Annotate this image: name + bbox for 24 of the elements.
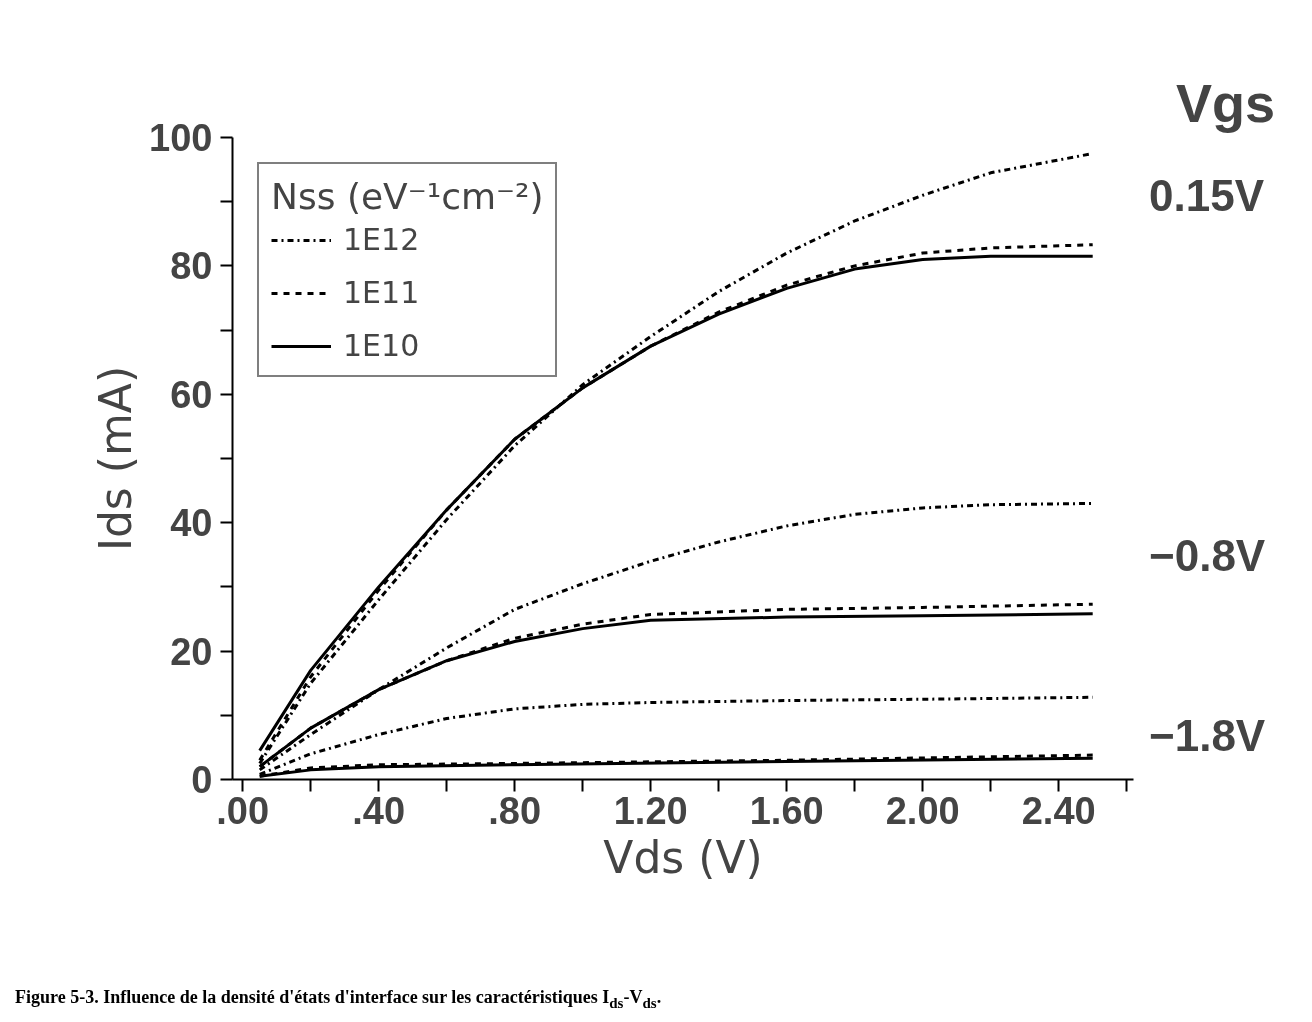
y-tick-label: 100 <box>149 117 213 159</box>
x-tick-label: 1.20 <box>613 789 688 832</box>
x-tick-label: 1.60 <box>749 789 824 832</box>
x-tick-label: 2.00 <box>885 789 960 832</box>
x-tick-label: .00 <box>216 789 270 832</box>
x-tick-label: .80 <box>488 789 542 832</box>
y-tick-label: 80 <box>170 245 213 288</box>
text: Vgs <box>1175 72 1276 133</box>
y-tick-label: 20 <box>170 630 213 673</box>
x-axis-title: Vds (V) <box>603 831 763 883</box>
y-tick-label: 40 <box>170 502 213 545</box>
text: −0.8V <box>1149 531 1266 580</box>
y-axis-title: Ids (mA) <box>90 365 142 552</box>
text: −1.8V <box>1149 711 1266 760</box>
x-tick-label: 2.40 <box>1021 789 1096 832</box>
legend-label: 1E12 <box>343 222 420 257</box>
x-tick-label: .40 <box>352 789 406 832</box>
caption: Figure 5-3. Influence de la densité d'états d'interface sur les caractéristiques I$_{ds}$-V$_{ds}$. <box>15 986 662 1013</box>
legend-title: Nss (eV⁻¹cm⁻²) <box>271 176 544 217</box>
y-tick-label: 60 <box>170 373 213 416</box>
legend-label: 1E10 <box>343 328 420 363</box>
y-tick-label: 0 <box>191 759 213 801</box>
text: 0.15V <box>1149 171 1265 220</box>
legend-label: 1E11 <box>343 275 420 310</box>
